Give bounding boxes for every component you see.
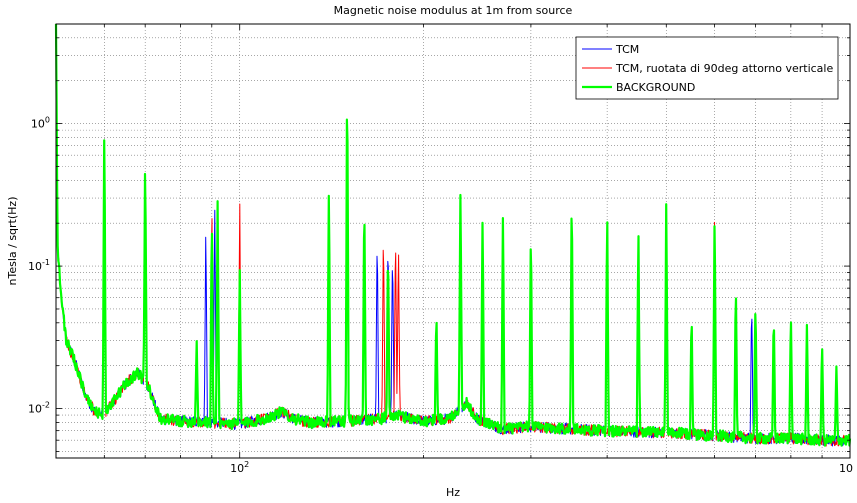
y-tick-label: 100	[31, 116, 50, 131]
y-tick-label: 10-1	[28, 258, 50, 273]
plot-frame	[55, 23, 851, 459]
legend-box	[575, 36, 839, 100]
x-tick-label: 10	[839, 462, 853, 475]
y-tick-label: 10-2	[28, 401, 50, 416]
series-line	[54, 23, 852, 447]
legend-label: TCM	[615, 43, 639, 56]
chart-title: Magnetic noise modulus at 1m from source	[334, 4, 573, 17]
x-tick-label: 102	[230, 460, 249, 475]
x-axis-label: Hz	[446, 486, 460, 499]
legend-label: TCM, ruotata di 90deg attorno verticale	[615, 62, 833, 75]
legend: TCM TCM, ruotata di 90deg attorno vertica…	[575, 36, 839, 100]
series-layer	[54, 23, 852, 447]
legend-label: BACKGROUND	[616, 81, 695, 94]
y-axis-label: nTesla / sqrt(Hz)	[6, 197, 19, 286]
axis-ticks: 102 10 100 10-1 10-2	[28, 23, 853, 475]
